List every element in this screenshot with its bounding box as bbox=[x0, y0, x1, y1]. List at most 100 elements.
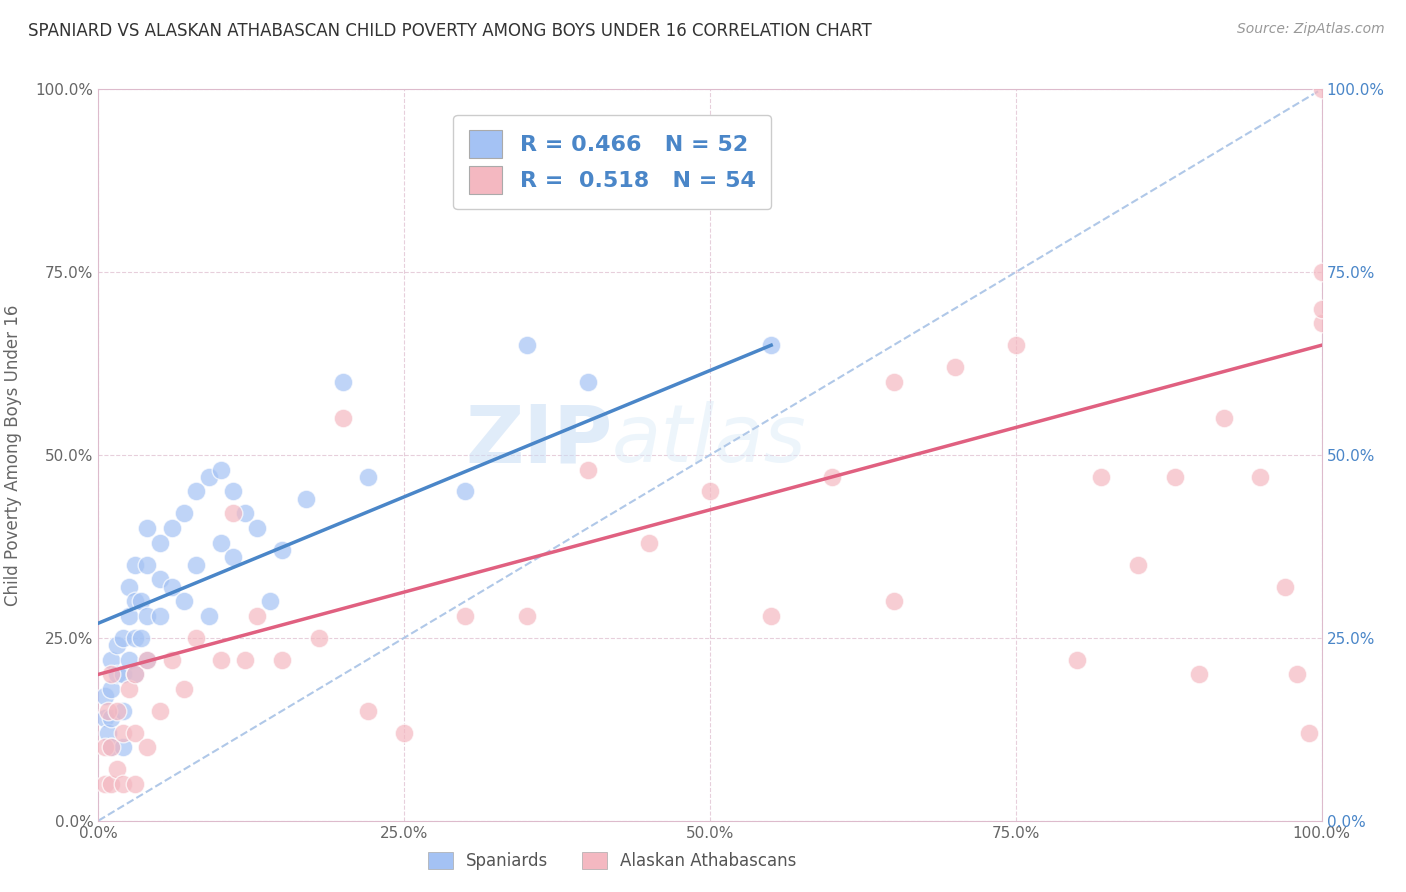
Point bbox=[124, 594, 146, 608]
Point bbox=[129, 594, 152, 608]
Point bbox=[136, 653, 159, 667]
Point bbox=[149, 572, 172, 586]
Point bbox=[332, 375, 354, 389]
Point bbox=[515, 338, 537, 352]
Point bbox=[1274, 580, 1296, 594]
Text: Source: ZipAtlas.com: Source: ZipAtlas.com bbox=[1237, 22, 1385, 37]
Point bbox=[308, 631, 330, 645]
Point bbox=[246, 608, 269, 623]
Point bbox=[186, 484, 208, 499]
Point bbox=[699, 484, 721, 499]
Point bbox=[454, 484, 477, 499]
Point bbox=[392, 726, 416, 740]
Point bbox=[270, 653, 294, 667]
Point bbox=[111, 667, 134, 681]
Point bbox=[160, 580, 183, 594]
Point bbox=[149, 608, 172, 623]
Point bbox=[1310, 301, 1333, 316]
Point bbox=[100, 740, 122, 755]
Point bbox=[576, 375, 599, 389]
Point bbox=[105, 667, 128, 681]
Point bbox=[100, 740, 122, 755]
Point bbox=[270, 543, 294, 558]
Point bbox=[105, 763, 128, 777]
Point bbox=[197, 608, 219, 623]
Point bbox=[124, 631, 146, 645]
Point bbox=[1310, 82, 1333, 96]
Point bbox=[1164, 470, 1187, 484]
Point bbox=[821, 470, 844, 484]
Point bbox=[576, 462, 599, 476]
Point bbox=[136, 558, 159, 572]
Point bbox=[761, 608, 783, 623]
Point bbox=[100, 667, 122, 681]
Point bbox=[222, 507, 245, 521]
Point bbox=[136, 521, 159, 535]
Point bbox=[118, 608, 141, 623]
Point bbox=[356, 704, 378, 718]
Point bbox=[129, 631, 152, 645]
Point bbox=[883, 594, 905, 608]
Point bbox=[197, 470, 219, 484]
Point bbox=[173, 681, 195, 696]
Point bbox=[160, 653, 183, 667]
Point bbox=[100, 711, 122, 725]
Point bbox=[356, 470, 378, 484]
Text: SPANIARD VS ALASKAN ATHABASCAN CHILD POVERTY AMONG BOYS UNDER 16 CORRELATION CHA: SPANIARD VS ALASKAN ATHABASCAN CHILD POV… bbox=[28, 22, 872, 40]
Point bbox=[124, 667, 146, 681]
Point bbox=[209, 653, 232, 667]
Point bbox=[638, 535, 661, 549]
Point bbox=[149, 704, 172, 718]
Point bbox=[111, 631, 134, 645]
Point bbox=[105, 638, 128, 652]
Point bbox=[118, 580, 141, 594]
Point bbox=[209, 462, 232, 476]
Point bbox=[111, 726, 134, 740]
Legend: Spaniards, Alaskan Athabascans: Spaniards, Alaskan Athabascans bbox=[419, 843, 804, 878]
Point bbox=[246, 521, 269, 535]
Point bbox=[111, 777, 134, 791]
Point bbox=[943, 360, 966, 375]
Point bbox=[186, 558, 208, 572]
Point bbox=[93, 740, 115, 755]
Point bbox=[1090, 470, 1112, 484]
Point bbox=[173, 507, 195, 521]
Point bbox=[186, 631, 208, 645]
Point bbox=[118, 653, 141, 667]
Point bbox=[761, 338, 783, 352]
Point bbox=[118, 681, 141, 696]
Point bbox=[136, 740, 159, 755]
Point bbox=[124, 726, 146, 740]
Point bbox=[97, 704, 120, 718]
Point bbox=[1128, 558, 1150, 572]
Text: atlas: atlas bbox=[612, 401, 807, 479]
Point bbox=[332, 411, 354, 425]
Point bbox=[105, 704, 128, 718]
Point bbox=[454, 608, 477, 623]
Point bbox=[1249, 470, 1271, 484]
Point bbox=[883, 375, 905, 389]
Point bbox=[93, 777, 115, 791]
Point bbox=[97, 726, 120, 740]
Y-axis label: Child Poverty Among Boys Under 16: Child Poverty Among Boys Under 16 bbox=[4, 304, 21, 606]
Text: ZIP: ZIP bbox=[465, 401, 612, 479]
Point bbox=[1298, 726, 1320, 740]
Point bbox=[136, 653, 159, 667]
Point bbox=[93, 711, 115, 725]
Point bbox=[1286, 667, 1309, 681]
Point bbox=[93, 690, 115, 704]
Point bbox=[1066, 653, 1088, 667]
Point bbox=[295, 491, 318, 506]
Point bbox=[124, 777, 146, 791]
Point bbox=[1310, 265, 1333, 279]
Point bbox=[136, 608, 159, 623]
Point bbox=[111, 740, 134, 755]
Point bbox=[124, 667, 146, 681]
Point bbox=[111, 704, 134, 718]
Point bbox=[222, 550, 245, 565]
Point bbox=[173, 594, 195, 608]
Point bbox=[1004, 338, 1026, 352]
Point bbox=[1310, 316, 1333, 330]
Point bbox=[149, 535, 172, 549]
Point bbox=[233, 507, 256, 521]
